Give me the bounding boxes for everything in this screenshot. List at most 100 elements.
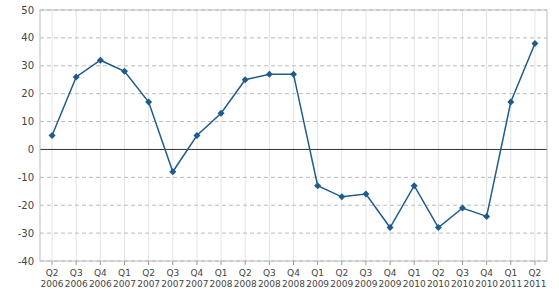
- x-tick: [341, 261, 342, 265]
- x-tick-label-line: 2007: [113, 279, 136, 289]
- x-grid-line: [124, 10, 125, 261]
- x-tick-label-line: 2009: [306, 279, 329, 289]
- x-tick-label-line: 2007: [185, 279, 208, 289]
- x-grid-line: [221, 10, 222, 261]
- x-tick-label-line: 2010: [403, 279, 426, 289]
- x-tick-label: Q32006: [65, 268, 88, 289]
- x-tick-label-line: 2007: [161, 279, 184, 289]
- plot-frame: [40, 10, 547, 261]
- x-tick: [438, 261, 439, 265]
- x-tick-label-line: 2009: [379, 279, 402, 289]
- marker: [218, 110, 225, 117]
- x-tick: [196, 261, 197, 265]
- x-tick-label: Q22007: [137, 268, 160, 289]
- x-tick-label-line: 2011: [499, 279, 522, 289]
- x-tick-label-line: 2010: [451, 279, 474, 289]
- y-grid-line: [40, 205, 547, 206]
- y-grid-line: [40, 65, 547, 66]
- marker: [387, 224, 394, 231]
- x-tick-label-line: 2006: [41, 279, 64, 289]
- y-tick-label: 40: [21, 32, 34, 43]
- x-tick-label: Q42008: [282, 268, 305, 289]
- y-tick-label: -10: [18, 172, 34, 183]
- marker: [483, 213, 490, 220]
- x-tick-label: Q12008: [210, 268, 233, 289]
- y-grid-line: [40, 177, 547, 178]
- x-tick: [52, 261, 53, 265]
- x-tick-label: Q12011: [499, 268, 522, 289]
- x-tick-label-line: 2007: [137, 279, 160, 289]
- y-tick-label: 30: [21, 60, 34, 71]
- x-tick-label-line: Q4: [384, 268, 397, 278]
- marker: [242, 76, 249, 83]
- x-tick-label-line: Q1: [408, 268, 421, 278]
- x-tick-label: Q22010: [427, 268, 450, 289]
- x-tick-label: Q42010: [475, 268, 498, 289]
- x-tick-label: Q42009: [379, 268, 402, 289]
- marker: [459, 205, 466, 212]
- x-tick-label: Q32010: [451, 268, 474, 289]
- x-tick: [486, 261, 487, 265]
- x-tick-label: Q22006: [41, 268, 64, 289]
- x-tick: [317, 261, 318, 265]
- x-tick-label-line: Q3: [263, 268, 276, 278]
- x-tick-label-line: 2010: [475, 279, 498, 289]
- marker: [73, 73, 80, 80]
- x-tick-label-line: 2008: [282, 279, 305, 289]
- marker: [314, 182, 321, 189]
- x-tick-label-line: Q1: [311, 268, 324, 278]
- marker: [193, 132, 200, 139]
- x-tick-label-line: Q2: [432, 268, 445, 278]
- x-tick: [534, 261, 535, 265]
- x-grid-line: [172, 10, 173, 261]
- x-tick: [124, 261, 125, 265]
- x-tick-label-line: 2010: [427, 279, 450, 289]
- x-grid-line: [245, 10, 246, 261]
- x-grid-line: [462, 10, 463, 261]
- x-grid-line: [414, 10, 415, 261]
- zero-line: [40, 149, 547, 150]
- x-tick-label-line: Q3: [166, 268, 179, 278]
- marker: [338, 193, 345, 200]
- x-tick: [365, 261, 366, 265]
- y-tick-label: -30: [18, 228, 34, 239]
- x-tick: [390, 261, 391, 265]
- plot-area: [49, 40, 539, 231]
- chart: -40-30-20-1001020304050Q22006Q32006Q4200…: [0, 0, 559, 303]
- grid: [40, 10, 547, 261]
- y-grid-line: [40, 37, 547, 38]
- marker: [121, 68, 128, 75]
- y-tick-label: -40: [18, 256, 34, 267]
- x-grid-line: [269, 10, 270, 261]
- x-tick-label-line: Q2: [239, 268, 252, 278]
- x-tick-label: Q12009: [306, 268, 329, 289]
- x-tick-label-line: 2006: [65, 279, 88, 289]
- marker: [290, 71, 297, 78]
- x-grid-line: [76, 10, 77, 261]
- line: [52, 43, 535, 227]
- y-grid-line: [40, 233, 547, 234]
- x-tick: [76, 261, 77, 265]
- x-tick-label-line: Q1: [504, 268, 517, 278]
- x-tick-label: Q32009: [354, 268, 377, 289]
- x-tick: [148, 261, 149, 265]
- marker: [169, 168, 176, 175]
- y-tick-label: -20: [18, 200, 34, 211]
- x-tick-label-line: Q2: [335, 268, 348, 278]
- x-tick-label: Q22009: [330, 268, 353, 289]
- x-tick: [100, 261, 101, 265]
- marker: [411, 182, 418, 189]
- x-grid-line: [486, 10, 487, 261]
- x-tick-label-line: 2008: [210, 279, 233, 289]
- x-tick-label-line: Q2: [46, 268, 59, 278]
- x-tick-label-line: Q2: [142, 268, 155, 278]
- x-tick-label-line: Q3: [360, 268, 373, 278]
- x-tick-label: Q22008: [234, 268, 257, 289]
- x-grid-line: [293, 10, 294, 261]
- x-grid-line: [510, 10, 511, 261]
- x-grid-line: [317, 10, 318, 261]
- x-tick-label: Q32008: [258, 268, 281, 289]
- x-grid-line: [390, 10, 391, 261]
- x-tick-label-line: Q4: [94, 268, 107, 278]
- x-tick-label-line: Q4: [191, 268, 204, 278]
